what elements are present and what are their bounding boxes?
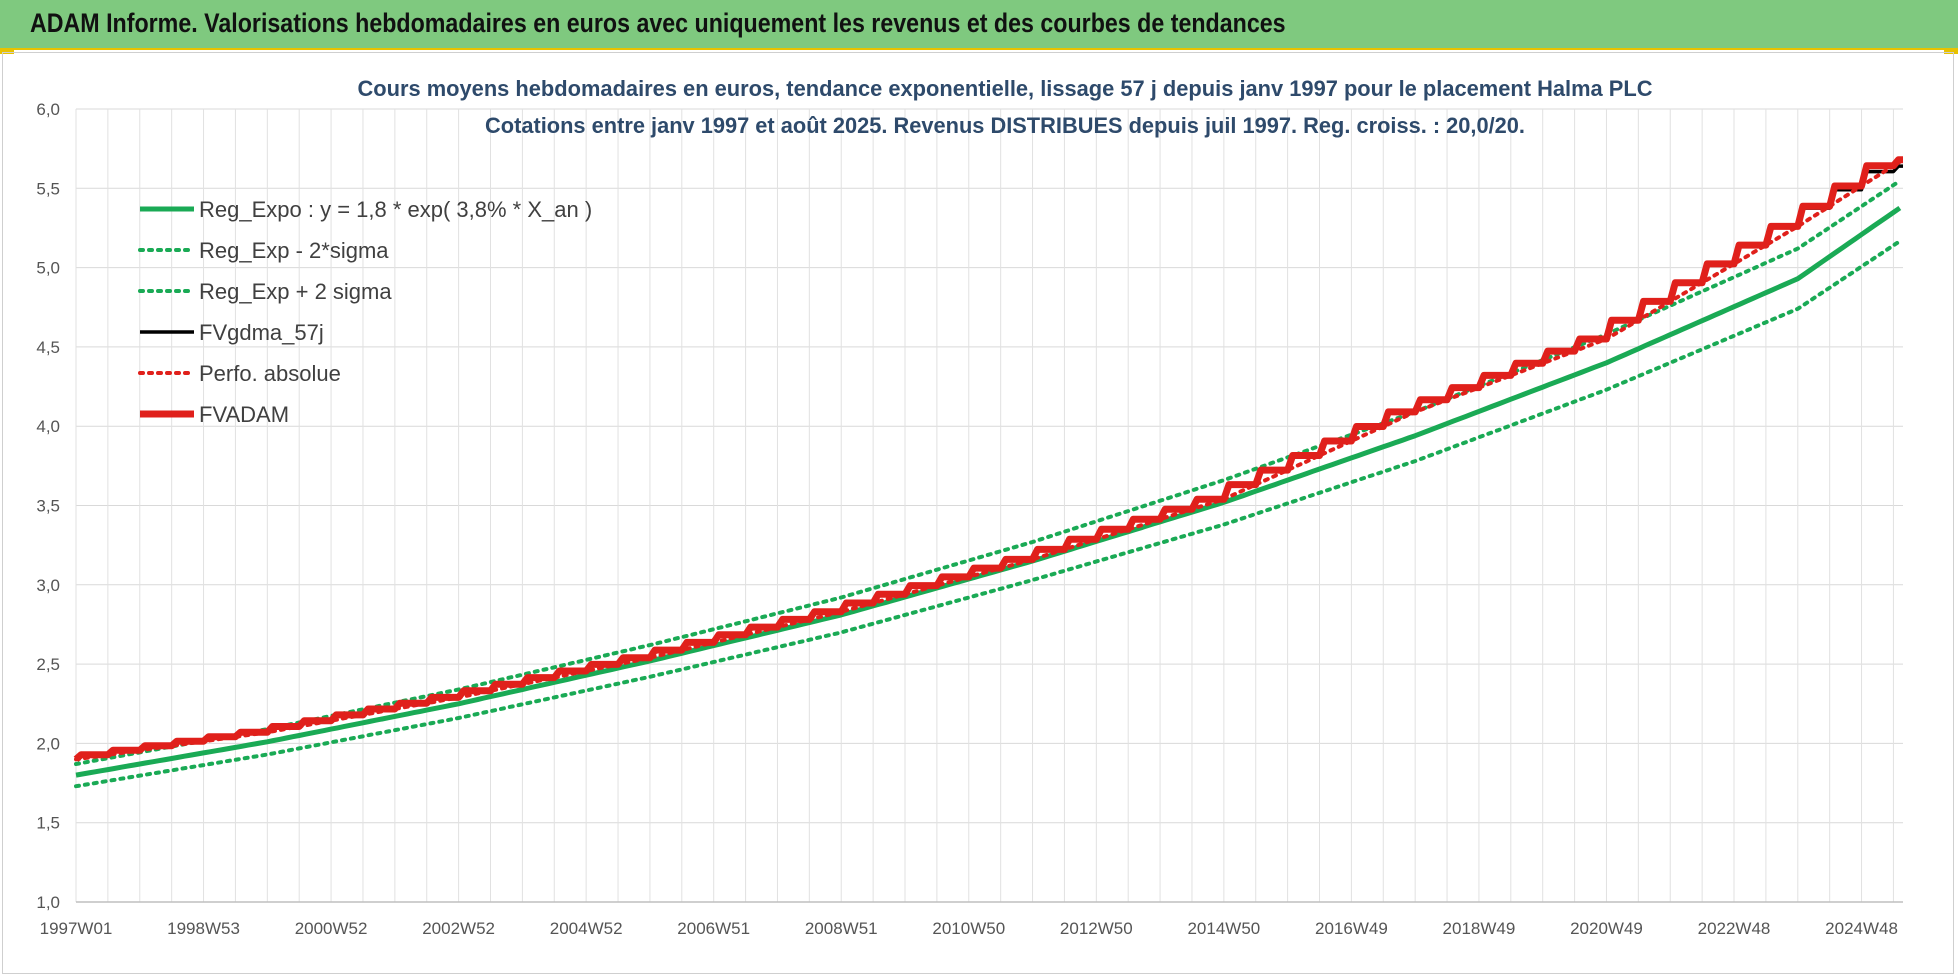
series-line-4 (74, 159, 1902, 762)
y-tick-label: 1,5 (36, 814, 60, 833)
legend-label: Perfo. absolue (199, 361, 341, 386)
chart-subtitle: Cotations entre janv 1997 et août 2025. … (485, 113, 1525, 138)
corner-marker (1944, 48, 1958, 54)
y-tick-label: 1,0 (36, 893, 60, 912)
series-line-1 (74, 239, 1902, 789)
x-tick-label: 1997W01 (40, 919, 113, 938)
y-tick-label: 3,5 (36, 497, 60, 516)
legend: Reg_Expo : y = 1,8 * exp( 3,8% * X_an ) R… (138, 197, 592, 427)
x-tick-label: 2014W50 (1187, 919, 1260, 938)
legend-label: Reg_Exp - 2*sigma (199, 238, 389, 263)
x-tick-label: 2018W49 (1443, 919, 1516, 938)
grid-lines (75, 108, 1903, 903)
report-banner: ADAM Informe. Valorisations hebdomadaire… (0, 0, 1958, 50)
legend-label: Reg_Expo : y = 1,8 * exp( 3,8% * X_an ) (199, 197, 592, 222)
legend-label: FVADAM (199, 402, 289, 427)
y-tick-label: 2,5 (36, 655, 60, 674)
x-tick-label: 2020W49 (1570, 919, 1643, 938)
line-chart: 1,0 1,5 2,0 2,5 3,0 3,5 4,0 4,5 5,0 5,5 6,0 1997W0… (36, 76, 1903, 938)
x-axis: 1997W01 1998W53 2000W52 2002W52 2004W52 2006W… (40, 919, 1898, 938)
y-axis: 1,0 1,5 2,0 2,5 3,0 3,5 4,0 4,5 5,0 5,5 6,0 (36, 100, 60, 912)
report-title: ADAM Informe. Valorisations hebdomadaire… (30, 8, 1286, 38)
x-tick-label: 2012W50 (1060, 919, 1133, 938)
x-tick-label: 2024W48 (1825, 919, 1898, 938)
legend-label: FVgdma_57j (199, 320, 324, 345)
series-line-2 (74, 178, 1902, 766)
legend-label: Reg_Exp + 2 sigma (199, 279, 392, 304)
x-tick-label: 2000W52 (295, 919, 368, 938)
chart-title: Cours moyens hebdomadaires en euros, ten… (358, 76, 1653, 101)
y-tick-label: 4,5 (36, 338, 60, 357)
x-tick-label: 2010W50 (932, 919, 1005, 938)
x-tick-label: 2006W51 (677, 919, 750, 938)
x-tick-label: 2022W48 (1698, 919, 1771, 938)
y-tick-label: 6,0 (36, 100, 60, 119)
chart-frame: 1,0 1,5 2,0 2,5 3,0 3,5 4,0 4,5 5,0 5,5 6,0 1997W0… (2, 52, 1954, 974)
y-tick-label: 5,0 (36, 259, 60, 278)
y-tick-label: 2,0 (36, 734, 60, 753)
x-tick-label: 2004W52 (550, 919, 623, 938)
y-tick-label: 5,5 (36, 179, 60, 198)
series-line-0 (75, 205, 1902, 778)
y-tick-label: 4,0 (36, 417, 60, 436)
corner-marker (0, 48, 14, 54)
x-tick-label: 1998W53 (167, 919, 240, 938)
x-tick-label: 2016W49 (1315, 919, 1388, 938)
x-tick-label: 2002W52 (422, 919, 495, 938)
y-tick-label: 3,0 (36, 576, 60, 595)
x-tick-label: 2008W51 (805, 919, 878, 938)
series-layer (73, 156, 1903, 789)
